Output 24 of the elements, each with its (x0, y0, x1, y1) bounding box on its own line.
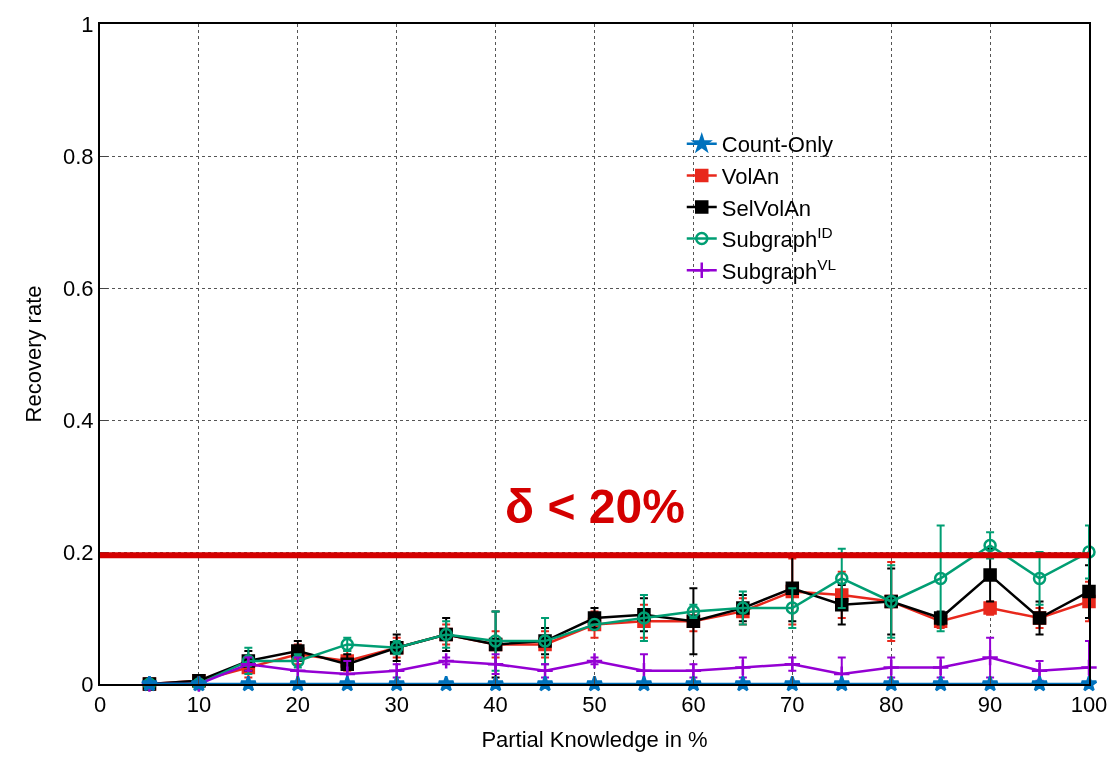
x-tick-label: 80 (878, 692, 904, 718)
legend-label: SelVolAn (721, 195, 812, 221)
legend-label: Subgraph$^{ID}$ (721, 223, 833, 253)
legend-label: Count-Only (721, 132, 834, 158)
y-tick-label: 1 (81, 11, 94, 37)
y-tick-label: 0.4 (63, 407, 94, 433)
x-tick-label: 30 (384, 692, 409, 718)
legend-label: VolAn (721, 163, 780, 189)
x-tick-label: 100 (1070, 692, 1108, 718)
x-tick-label: 90 (977, 692, 1003, 718)
x-tick-label: 60 (681, 692, 706, 718)
y-tick-label: 0 (81, 671, 94, 697)
x-axis-title: Partial Knowledge in % (481, 726, 708, 752)
ref-line-label: δ < 20% (505, 480, 685, 533)
y-tick-label: 0.6 (63, 275, 94, 301)
y-tick-label: 0.2 (63, 539, 94, 565)
x-tick-label: 10 (186, 692, 212, 718)
x-tick-label: 40 (483, 692, 508, 718)
x-tick-label: 70 (780, 692, 805, 718)
x-tick-label: 20 (285, 692, 311, 718)
y-axis-title: Recovery rate (21, 285, 47, 423)
legend-label: Subgraph$^{VL}$ (721, 255, 837, 284)
x-tick-label: 50 (582, 692, 607, 718)
y-tick-label: 0.8 (63, 143, 94, 169)
